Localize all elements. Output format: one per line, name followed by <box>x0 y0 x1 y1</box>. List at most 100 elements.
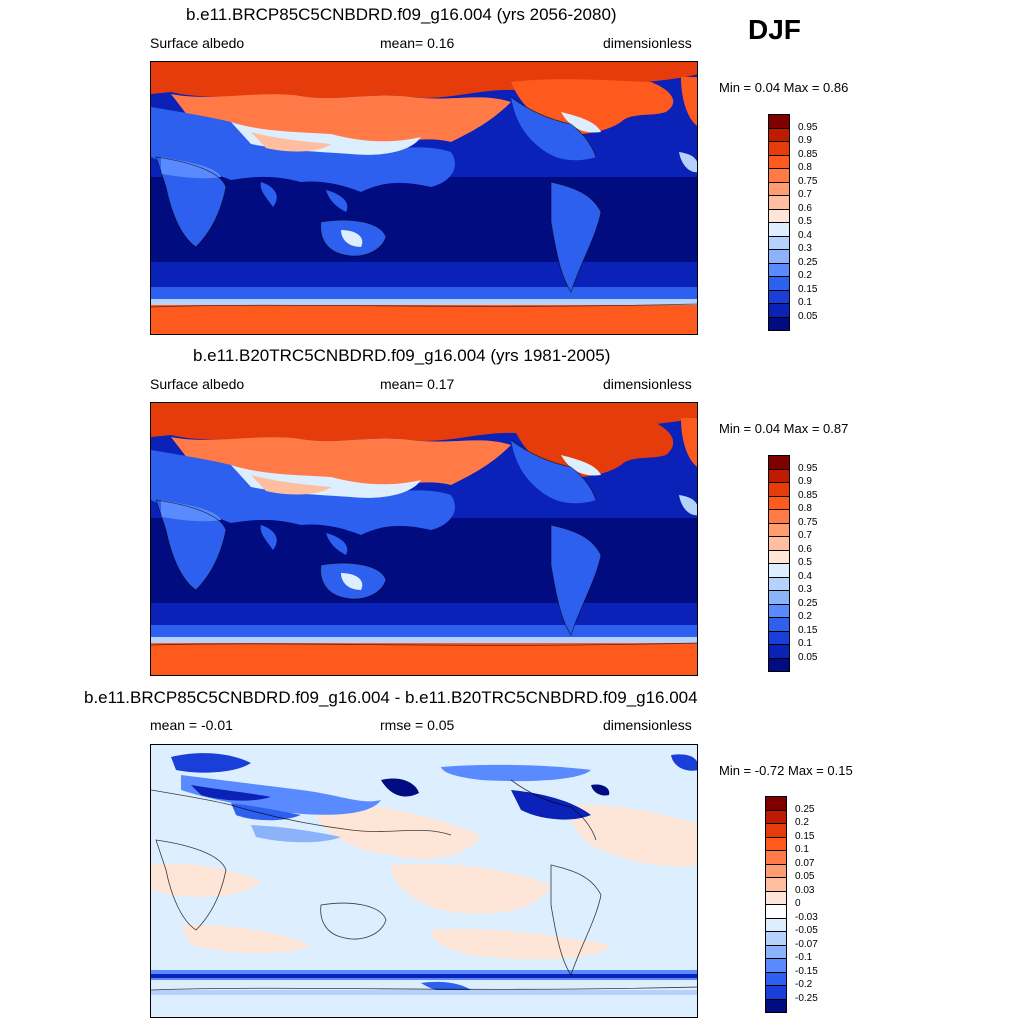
variable-label: Surface albedo <box>150 376 245 392</box>
colorbar-swatch <box>765 890 787 905</box>
colorbar-swatch <box>768 603 790 618</box>
colorbar-tick-label: 0.3 <box>798 243 812 254</box>
colorbar-swatch <box>765 917 787 932</box>
colorbar-swatch <box>768 141 790 155</box>
colorbar-tick-label: 0.5 <box>798 557 812 568</box>
colorbar-tick-label: 0.7 <box>798 189 812 200</box>
colorbar-tick-label: 0.9 <box>798 135 812 146</box>
colorbar-swatch <box>768 235 790 250</box>
colorbar-tick-label: 0.85 <box>798 489 818 501</box>
albedo-map <box>150 402 698 676</box>
colorbar-swatch <box>768 222 790 236</box>
colorbar-tick-label: 0.1 <box>795 844 809 855</box>
colorbar-swatch <box>765 850 787 864</box>
colorbar-swatch <box>768 495 790 510</box>
colorbar-tick-label: 0.6 <box>798 543 812 555</box>
colorbar-swatch <box>768 536 790 550</box>
panel-title: b.e11.BRCP85C5CNBDRD.f09_g16.004 - b.e11… <box>84 688 698 707</box>
colorbar-swatch <box>765 863 787 878</box>
colorbar-swatch <box>768 208 790 223</box>
units-label: dimensionless <box>603 35 692 51</box>
colorbar-tick-label: 0.07 <box>795 857 815 869</box>
colorbar-swatch <box>768 262 790 277</box>
colorbar-tick-label: -0.15 <box>795 965 818 977</box>
colorbar-tick-label: 0.9 <box>798 476 812 487</box>
colorbar-swatch <box>768 195 790 209</box>
colorbar-tick-label: 0.05 <box>795 871 815 882</box>
colorbar-swatch <box>768 482 790 496</box>
colorbar-swatch <box>768 114 790 128</box>
colorbar-swatch <box>768 644 790 658</box>
colorbar-tick-label: 0.95 <box>798 121 818 133</box>
season-label: DJF <box>748 14 801 45</box>
colorbar-swatch <box>768 468 790 483</box>
colorbar-tick-label: -0.03 <box>795 911 818 923</box>
colorbar-swatch <box>765 998 787 1013</box>
colorbar-tick-label: 0.15 <box>795 830 815 842</box>
colorbar-swatch <box>768 168 790 182</box>
colorbar-swatch <box>768 630 790 645</box>
colorbar-swatch <box>765 985 787 999</box>
colorbar-swatch <box>768 657 790 672</box>
colorbar-swatch <box>765 931 787 945</box>
panel-title: b.e11.BRCP85C5CNBDRD.f09_g16.004 (yrs 20… <box>186 5 617 24</box>
colorbar-tick-label: 0.3 <box>798 584 812 595</box>
colorbar-swatch <box>768 249 790 263</box>
colorbar-tick-label: 0.5 <box>798 216 812 227</box>
colorbar-swatch <box>765 904 787 918</box>
colorbar-tick-label: 0.03 <box>795 884 815 896</box>
colorbar-swatch <box>765 971 787 986</box>
colorbar-tick-label: 0.2 <box>798 270 812 281</box>
colorbar-swatch <box>765 944 787 959</box>
albedo-map <box>150 61 698 335</box>
colorbar-swatch <box>768 563 790 577</box>
colorbar-tick-label: 0.4 <box>798 570 812 582</box>
colorbar-tick-label: 0.4 <box>798 229 812 241</box>
difference-map <box>150 744 698 1018</box>
panel-title: b.e11.B20TRC5CNBDRD.f09_g16.004 (yrs 198… <box>193 346 611 365</box>
colorbar-tick-label: 0.8 <box>798 162 812 173</box>
variable-label: Surface albedo <box>150 35 245 51</box>
colorbar-swatch <box>765 823 787 837</box>
colorbar-tick-label: 0.8 <box>798 503 812 514</box>
colorbar-tick-label: 0.85 <box>798 148 818 160</box>
colorbar-swatch <box>768 576 790 591</box>
colorbar-tick-label: -0.1 <box>795 952 813 963</box>
colorbar-tick-label: 0.1 <box>798 638 812 649</box>
colorbar-tick-label: 0.75 <box>798 516 818 528</box>
colorbar-tick-label: 0.2 <box>798 611 812 622</box>
colorbar-tick-label: 0.05 <box>798 651 818 663</box>
colorbar-tick-label: -0.25 <box>795 992 818 1004</box>
minmax-label: Min = 0.04 Max = 0.86 <box>719 80 849 95</box>
rmse-label: rmse = 0.05 <box>380 717 455 733</box>
units-label: dimensionless <box>603 376 692 392</box>
colorbar-tick-label: 0.25 <box>795 803 815 815</box>
colorbar-swatch <box>765 809 787 824</box>
units-label: dimensionless <box>603 717 692 733</box>
colorbar-swatch <box>768 455 790 469</box>
colorbar-tick-label: -0.07 <box>795 938 818 950</box>
colorbar-tick-label: -0.05 <box>795 925 818 936</box>
colorbar-swatch <box>768 289 790 304</box>
colorbar-tick-label: 0.05 <box>798 310 818 322</box>
colorbar-swatch <box>765 836 787 851</box>
colorbar-swatch <box>768 522 790 537</box>
colorbar-tick-label: 0.2 <box>795 817 809 828</box>
colorbar-tick-label: 0.75 <box>798 175 818 187</box>
colorbar-swatch <box>768 276 790 290</box>
colorbar-tick-label: 0.15 <box>798 624 818 636</box>
mean-label: mean= 0.16 <box>380 35 455 51</box>
colorbar-swatch <box>768 181 790 196</box>
colorbar-swatch <box>765 796 787 810</box>
colorbar-swatch <box>768 549 790 564</box>
colorbar-tick-label: 0.25 <box>798 256 818 268</box>
colorbar-swatch <box>768 303 790 317</box>
colorbar-tick-label: 0.25 <box>798 597 818 609</box>
colorbar-tick-label: 0.15 <box>798 283 818 295</box>
colorbar-swatch <box>768 617 790 631</box>
mean-label: mean = -0.01 <box>150 717 233 733</box>
colorbar-swatch <box>765 958 787 972</box>
colorbar-swatch <box>768 127 790 142</box>
colorbar-tick-label: 0.6 <box>798 202 812 214</box>
colorbar-swatch <box>768 590 790 604</box>
